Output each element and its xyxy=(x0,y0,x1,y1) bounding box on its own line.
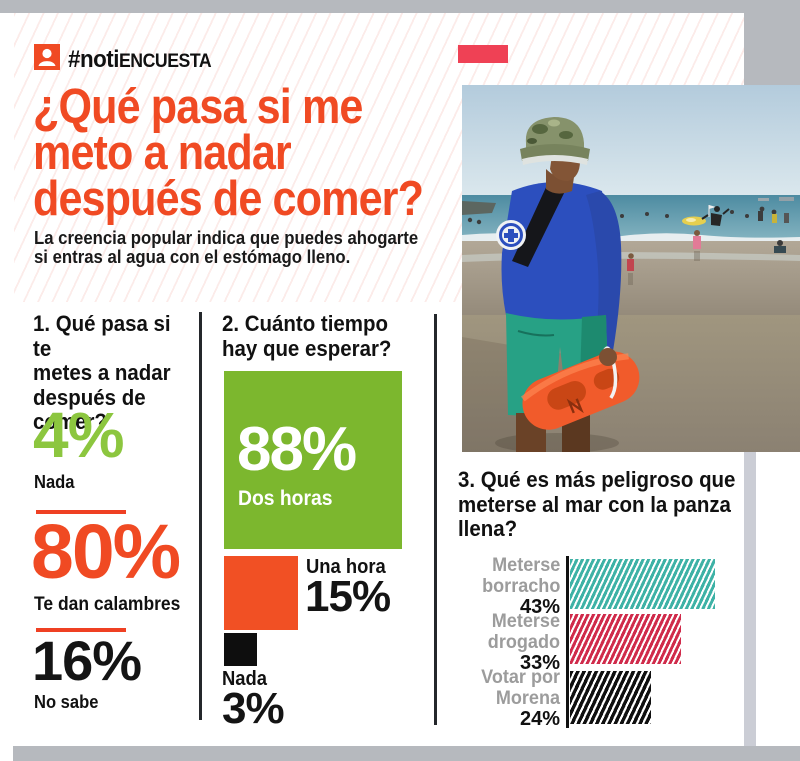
brand-rest: ENCUESTA xyxy=(118,51,212,72)
frame-right-block xyxy=(744,13,800,85)
bar-axis xyxy=(566,556,569,728)
bar-morena xyxy=(570,671,651,724)
lifeguard xyxy=(496,117,640,452)
bar-value-drogado: 33% xyxy=(519,652,560,674)
bar-label-drogado: Meterse drogado xyxy=(487,611,560,653)
frame-bottom-bar xyxy=(13,746,800,761)
square-dos-horas: 88% Dos horas xyxy=(224,371,402,549)
square-label: Dos horas xyxy=(238,487,333,510)
jetty-rocks xyxy=(462,201,496,215)
bar-drogado xyxy=(570,614,681,664)
bar-value-borracho: 43% xyxy=(519,596,560,618)
label-nada: Nada xyxy=(222,668,267,690)
bar-value-morena: 24% xyxy=(519,708,560,730)
bar-label-borracho: Meterse borracho xyxy=(481,555,560,597)
page-subtitle: La creencia popular indica que puedes ah… xyxy=(34,228,419,267)
camo-hat xyxy=(520,117,590,165)
bar-label-morena: Votar por Morena xyxy=(481,667,560,709)
divider-rule xyxy=(36,628,126,632)
stat-label-nada: Nada xyxy=(34,472,75,492)
stat-value-nada: 4% xyxy=(33,399,124,471)
column-divider xyxy=(434,314,437,725)
question1-title: 1. Qué pasa si te metes a nadar después … xyxy=(33,311,171,434)
accent-rectangle xyxy=(458,45,508,63)
value-nada: 3% xyxy=(222,684,285,733)
question2-title: 2. Cuánto tiempo hay que esperar? xyxy=(222,311,392,361)
divider-rule xyxy=(36,510,126,514)
hand xyxy=(599,348,617,366)
label-una-hora: Una hora xyxy=(306,556,386,578)
brand-logo: #notiENCUESTA xyxy=(68,46,222,74)
question3-title: 3. Qué es más peligroso que meterse al m… xyxy=(458,467,736,541)
stat-label-calambres: Te dan calambres xyxy=(34,594,181,615)
frame-top-bar xyxy=(0,0,800,13)
page-title: ¿Qué pasa si me meto a nadar después de … xyxy=(33,80,424,226)
brand-hash: #noti xyxy=(68,46,119,73)
beach-photo xyxy=(462,85,800,452)
sky xyxy=(462,85,800,203)
person-icon xyxy=(34,44,60,70)
stat-label-nosabe: No sabe xyxy=(34,692,99,712)
value-una-hora: 15% xyxy=(305,572,391,621)
bar-borracho xyxy=(570,559,715,609)
square-una-hora xyxy=(224,556,298,630)
stat-value-nosabe: 16% xyxy=(32,629,142,692)
arm xyxy=(586,191,622,351)
stat-value-calambres: 80% xyxy=(31,509,181,595)
square-value: 88% xyxy=(237,415,357,484)
square-nada xyxy=(224,633,257,666)
strap xyxy=(512,183,568,267)
column-divider xyxy=(199,312,202,720)
